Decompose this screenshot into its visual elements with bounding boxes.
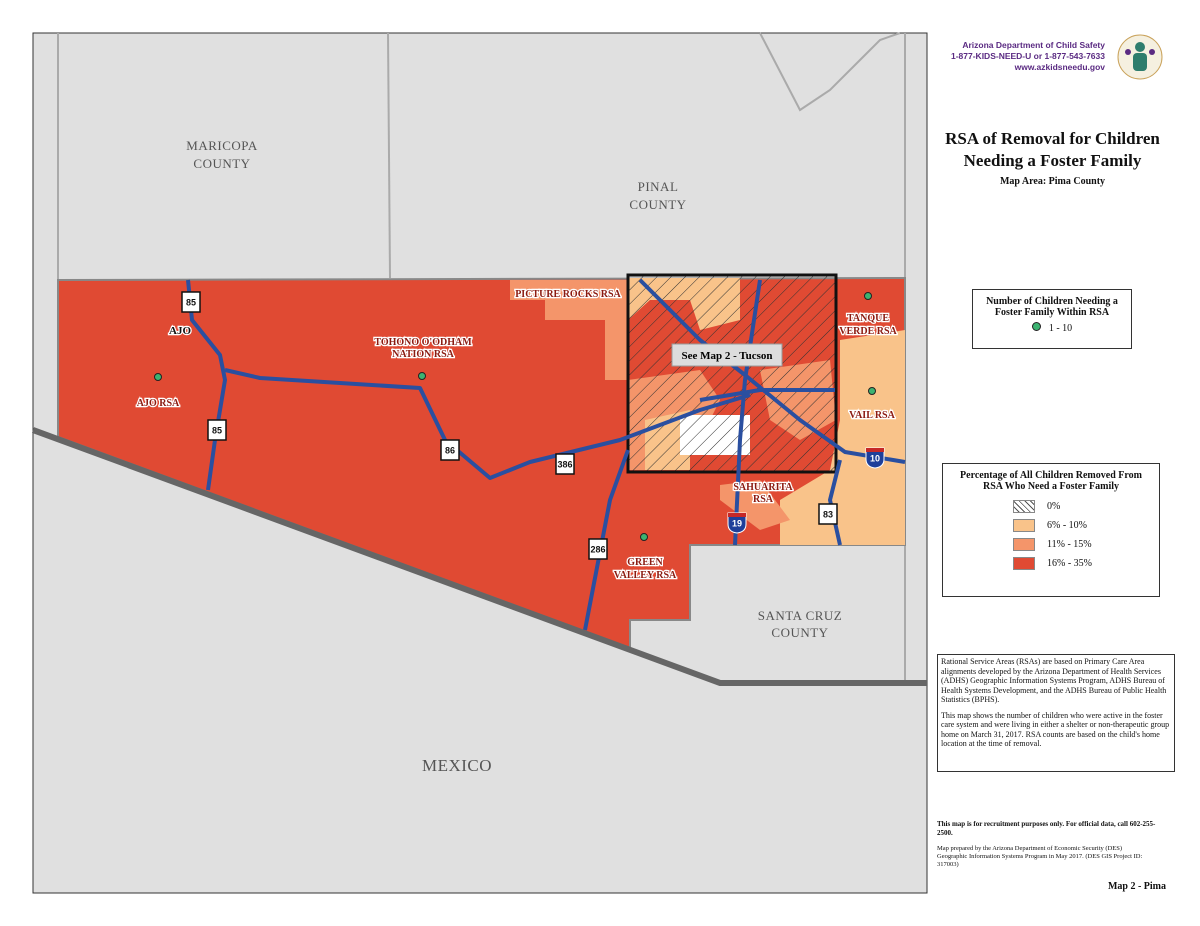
legend-label: 6% - 10% bbox=[1047, 519, 1087, 531]
tucson-inset bbox=[626, 273, 838, 474]
legend-swatch bbox=[1013, 537, 1035, 551]
percent-legend: Percentage of All Children Removed From … bbox=[942, 463, 1160, 597]
agency-website: www.azkidsneedu.gov bbox=[1014, 62, 1105, 72]
town-label: AJO bbox=[169, 325, 191, 337]
highway-shield: 86 bbox=[440, 439, 460, 461]
highway-number: 83 bbox=[823, 509, 833, 519]
picture-rocks-area bbox=[510, 280, 628, 380]
legend-item: 6% - 10% bbox=[1013, 518, 1159, 532]
highway-number: 10 bbox=[870, 453, 880, 463]
shield-shape bbox=[865, 447, 885, 469]
shield-shape bbox=[727, 512, 747, 534]
legend-swatch bbox=[1013, 499, 1035, 513]
legend-item: 16% - 35% bbox=[1013, 556, 1159, 570]
note: Rational Service Areas (RSAs) are based … bbox=[941, 657, 1167, 704]
rsa-label: PICTURE ROCKS RSA bbox=[515, 289, 621, 300]
highway-number: 19 bbox=[732, 518, 742, 528]
shield-shape bbox=[588, 538, 608, 560]
rsa-label: RSA bbox=[753, 494, 774, 505]
county-label: SANTA CRUZ bbox=[758, 608, 843, 623]
county-label: MARICOPA bbox=[186, 138, 258, 153]
legend-title: Number of Children Needing a Foster Fami… bbox=[986, 296, 1118, 318]
legend-item: 11% - 15% bbox=[1013, 537, 1159, 551]
highway-shield: 286 bbox=[588, 538, 608, 560]
shield-shape bbox=[181, 291, 201, 313]
shield-top bbox=[866, 448, 884, 452]
highway-number: 86 bbox=[445, 445, 455, 455]
highway-shield: 19 bbox=[727, 512, 747, 534]
title: RSA of Removal for Children Needing a Fo… bbox=[945, 129, 1160, 170]
count-legend: Number of Children Needing a Foster Fami… bbox=[972, 289, 1132, 349]
rsa-label: AJO RSA bbox=[137, 398, 180, 409]
rsa-label: VAIL RSA bbox=[849, 410, 895, 421]
legend-title: Percentage of All Children Removed From … bbox=[960, 470, 1142, 492]
highway-number: 386 bbox=[557, 459, 572, 469]
county-label: COUNTY bbox=[771, 625, 828, 640]
county-label: COUNTY bbox=[629, 197, 686, 212]
rsa-label: SAHUARITA bbox=[733, 482, 793, 493]
rsa-label: VERDE RSA bbox=[839, 326, 897, 337]
inset-label-box bbox=[671, 343, 783, 367]
highway-shield: 386 bbox=[555, 453, 575, 475]
county-label: PINAL bbox=[638, 179, 679, 194]
shield-shape bbox=[818, 503, 838, 525]
legend-label: 16% - 35% bbox=[1047, 557, 1092, 569]
rsa-label: TANQUE bbox=[847, 313, 889, 324]
map-id: Map 2 - Pima bbox=[1107, 881, 1166, 892]
country-label: MEXICO bbox=[422, 756, 492, 775]
agency-name: Arizona Department of Child Safety bbox=[962, 40, 1105, 50]
rsa-label: NATION RSA bbox=[392, 349, 455, 360]
county-label: COUNTY bbox=[193, 156, 250, 171]
highway-shield: 10 bbox=[865, 447, 885, 469]
count-markers bbox=[154, 292, 876, 541]
highway-number: 85 bbox=[186, 297, 196, 307]
highway-number: 85 bbox=[212, 425, 222, 435]
rsa-label: TOHONO O'ODHAM bbox=[374, 337, 472, 348]
subtitle: Map Area: Pima County bbox=[999, 176, 1106, 187]
disclaimer: This map is for recruitment purposes onl… bbox=[937, 820, 1156, 837]
inset-label: See Map 2 - Tucson bbox=[681, 350, 772, 362]
shield-shape bbox=[207, 419, 227, 441]
highway-shield: 83 bbox=[818, 503, 838, 525]
shield-shape bbox=[440, 439, 460, 461]
notes: Rational Service Areas (RSAs) are based … bbox=[937, 654, 1175, 772]
highway-number: 286 bbox=[590, 544, 605, 554]
highway-shield: 85 bbox=[207, 419, 227, 441]
legend-label: 0% bbox=[1047, 500, 1061, 512]
border bbox=[31, 427, 927, 686]
agency-header: Arizona Department of Child Safety 1-877… bbox=[930, 40, 1105, 73]
legend-swatch bbox=[1013, 556, 1035, 570]
shield-shape bbox=[555, 453, 575, 475]
rsa-label: VALLEY RSA bbox=[614, 570, 677, 581]
legend-swatch bbox=[1013, 518, 1035, 532]
note: This map shows the number of children wh… bbox=[941, 710, 1170, 749]
legend-label: 11% - 15% bbox=[1047, 538, 1092, 550]
highway-shield: 85 bbox=[181, 291, 201, 313]
credits: Map prepared by the Arizona Department o… bbox=[937, 845, 1143, 868]
shield-top bbox=[728, 513, 746, 517]
roads bbox=[186, 278, 906, 631]
legend-item: 0% bbox=[1013, 499, 1159, 513]
legend-dot bbox=[1031, 322, 1041, 331]
agency-phone: 1-877-KIDS-NEED-U or 1-877-543-7633 bbox=[950, 51, 1105, 61]
legend-item: 1 - 10 bbox=[973, 322, 1131, 334]
vail-area bbox=[780, 330, 905, 545]
rsa-label: GREEN bbox=[627, 557, 663, 568]
legend-label: 1 - 10 bbox=[1048, 323, 1073, 334]
